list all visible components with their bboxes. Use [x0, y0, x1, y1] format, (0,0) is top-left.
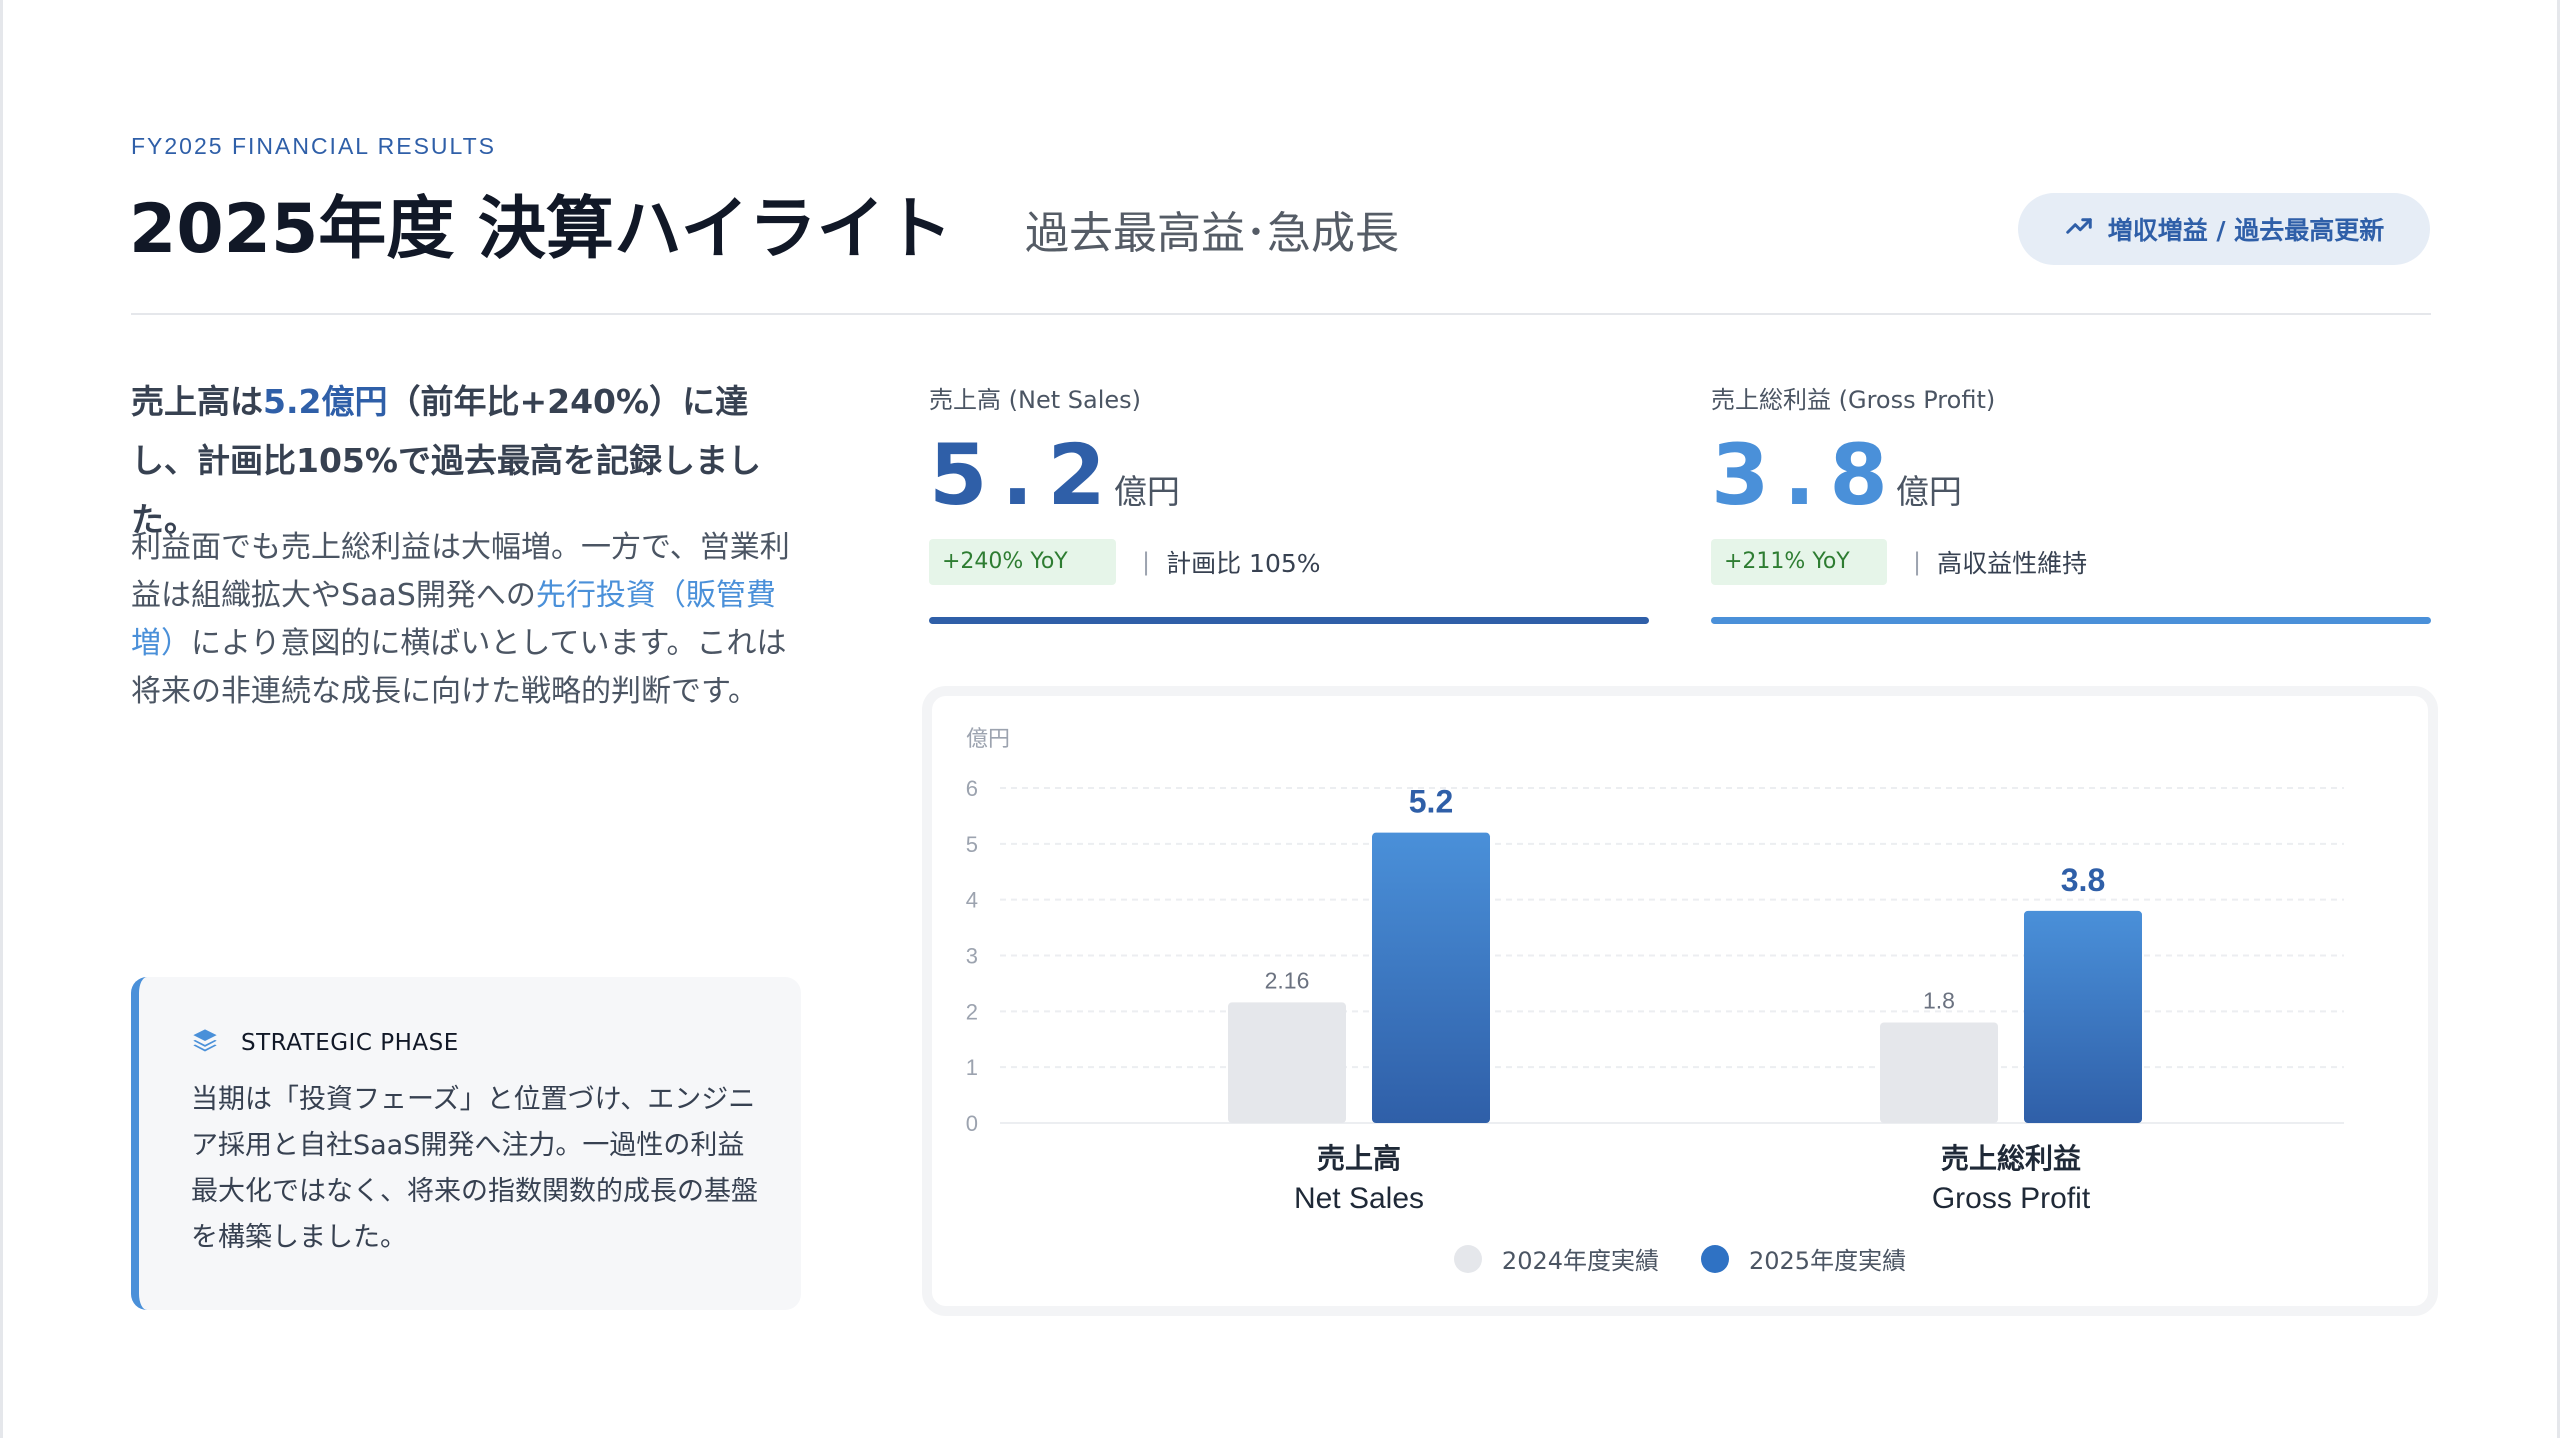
legend-item-2024: 2024年度実績 — [1453, 1241, 1659, 1276]
y-tick-label: 2 — [966, 999, 978, 1024]
body-prefix: 利益面でも売上総利益は大幅増。一方で、営業利益は組織拡大やSaaS開発への — [131, 530, 790, 613]
lead-prefix: 売上高は — [131, 382, 263, 421]
legend-label: 2024年度実績 — [1501, 1247, 1659, 1275]
lead-suffix: （前年比+240%）に達し、計画比105%で過去最高を記録しました。 — [131, 382, 761, 539]
kpi-accent-bar — [1711, 617, 2431, 624]
phase-title: STRATEGIC PHASE — [241, 1030, 459, 1056]
kpi-gross-profit: 売上総利益 (Gross Profit) 3.8 億円 +211% YoY | … — [1711, 380, 2431, 624]
y-tick-label: 4 — [966, 888, 978, 913]
page-title: 2025年度 決算ハイライト — [129, 190, 953, 269]
page-subtitle: 過去最高益･急成長 — [1025, 208, 1399, 259]
x-tick-label: 売上総利益 — [1941, 1142, 2081, 1175]
separator: | — [1913, 548, 1922, 576]
y-tick-label: 1 — [966, 1055, 978, 1080]
legend-label: 2025年度実績 — [1749, 1247, 1907, 1275]
chart-legend: 2024年度実績 2025年度実績 — [932, 1241, 2428, 1276]
kpi-note: 計画比 105% — [1166, 549, 1321, 578]
lead-highlight: 5.2億円 — [263, 382, 388, 421]
kpi-value: 3.8 億円 — [1711, 433, 2431, 517]
kpi-number: 5.2 — [929, 426, 1120, 524]
bar-chart: 億円 0 1 2 3 4 5 6 2.16 5.2 売上高 Net Sales 1.8 3.8 売上総利益 G… — [966, 727, 2344, 1215]
x-tick-label: Net Sales — [1294, 1182, 1424, 1215]
summary-lead: 売上高は5.2億円（前年比+240%）に達し、計画比105%で過去最高を記録しま… — [131, 372, 811, 549]
y-tick-label: 3 — [966, 944, 978, 969]
kpi-meta: +240% YoY | 計画比 105% — [929, 539, 1649, 585]
layers-icon — [191, 1027, 219, 1059]
bar-2025 — [2024, 910, 2142, 1123]
yoy-badge: +211% YoY — [1711, 539, 1887, 585]
data-label: 3.8 — [2061, 862, 2105, 898]
x-tick-label: Gross Profit — [1932, 1182, 2091, 1215]
kpi-label: 売上総利益 (Gross Profit) — [1711, 386, 1996, 414]
data-label: 2.16 — [1265, 967, 1310, 993]
kpi-accent-bar — [929, 617, 1649, 624]
legend-item-2025: 2025年度実績 — [1701, 1241, 1906, 1276]
legend-swatch — [1453, 1244, 1482, 1273]
kpi-unit: 億円 — [1895, 472, 1962, 511]
y-tick-label: 5 — [966, 832, 978, 857]
kpi-note: 高収益性維持 — [1937, 549, 2088, 578]
kpi-unit: 億円 — [1113, 472, 1180, 511]
data-label: 1.8 — [1923, 988, 1955, 1014]
kpi-meta: +211% YoY | 高収益性維持 — [1711, 539, 2431, 585]
yoy-badge: +240% YoY — [929, 539, 1116, 585]
kpi-value: 5.2 億円 — [929, 433, 1649, 517]
kpi-net-sales: 売上高 (Net Sales) 5.2 億円 +240% YoY | 計画比 1… — [929, 380, 1649, 624]
legend-swatch — [1701, 1244, 1729, 1273]
body-suffix: により意図的に横ばいとしています。これは将来の非連続な成長に向けた戦略的判断です… — [131, 626, 787, 709]
summary-body: 利益面でも売上総利益は大幅増。一方で、営業利益は組織拡大やSaaS開発への先行投… — [131, 524, 803, 716]
data-label: 5.2 — [1409, 784, 1453, 820]
phase-text: 当期は「投資フェーズ」と位置づけ、エンジニア採用と自社SaaS開発へ注力。一過性… — [191, 1084, 758, 1253]
highlight-badge-label: 増収増益 / 過去最高更新 — [2107, 216, 2385, 245]
highlight-badge: 増収増益 / 過去最高更新 — [2018, 193, 2430, 265]
bar-2024 — [1880, 1022, 1998, 1123]
eyebrow-label: FY2025 FINANCIAL RESULTS — [131, 133, 496, 159]
strategic-phase-card: STRATEGIC PHASE 当期は「投資フェーズ」と位置づけ、エンジニア採用… — [131, 977, 801, 1310]
y-tick-label: 0 — [966, 1111, 978, 1136]
body-highlight: 先行投資（販管費増） — [131, 578, 776, 661]
bar-2024 — [1228, 1002, 1346, 1123]
bar-2025 — [1372, 832, 1490, 1123]
y-tick-label: 6 — [966, 776, 978, 801]
y-axis-label: 億円 — [966, 727, 1010, 752]
header-divider — [131, 313, 2431, 315]
kpi-label: 売上高 (Net Sales) — [929, 386, 1141, 414]
kpi-number: 3.8 — [1711, 426, 1902, 524]
separator: | — [1142, 548, 1151, 576]
x-tick-label: 売上高 — [1317, 1142, 1401, 1175]
trending-up-icon — [2064, 211, 2094, 247]
chart-card: 億円 0 1 2 3 4 5 6 2.16 5.2 売上高 Net Sales 1.8 3.8 売上総利益 G… — [922, 686, 2438, 1316]
